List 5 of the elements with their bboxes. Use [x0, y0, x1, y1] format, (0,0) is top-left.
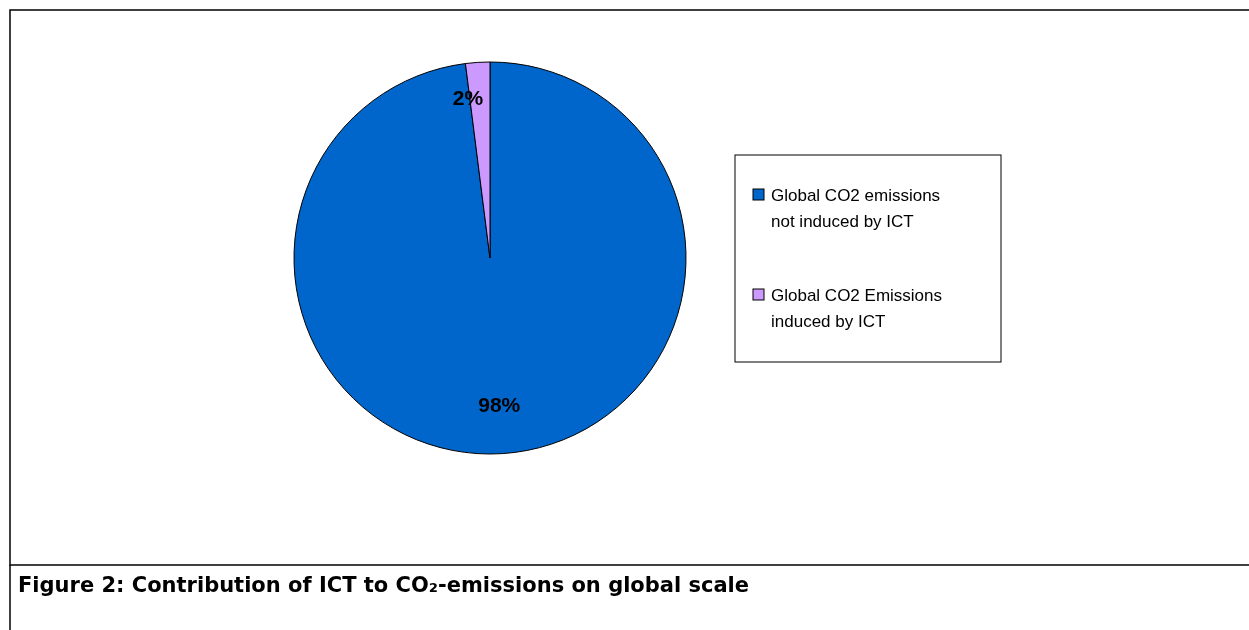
legend-label: Global CO2 Emissions induced by ICT — [771, 286, 943, 331]
data-label: 98% — [478, 393, 521, 417]
pie-slice — [293, 61, 687, 455]
legend-label: Global CO2 emissions not induced by ICT — [771, 186, 941, 231]
text: Figure 2: Contribution of ICT to CO₂-emissions on global scale — [18, 573, 750, 597]
